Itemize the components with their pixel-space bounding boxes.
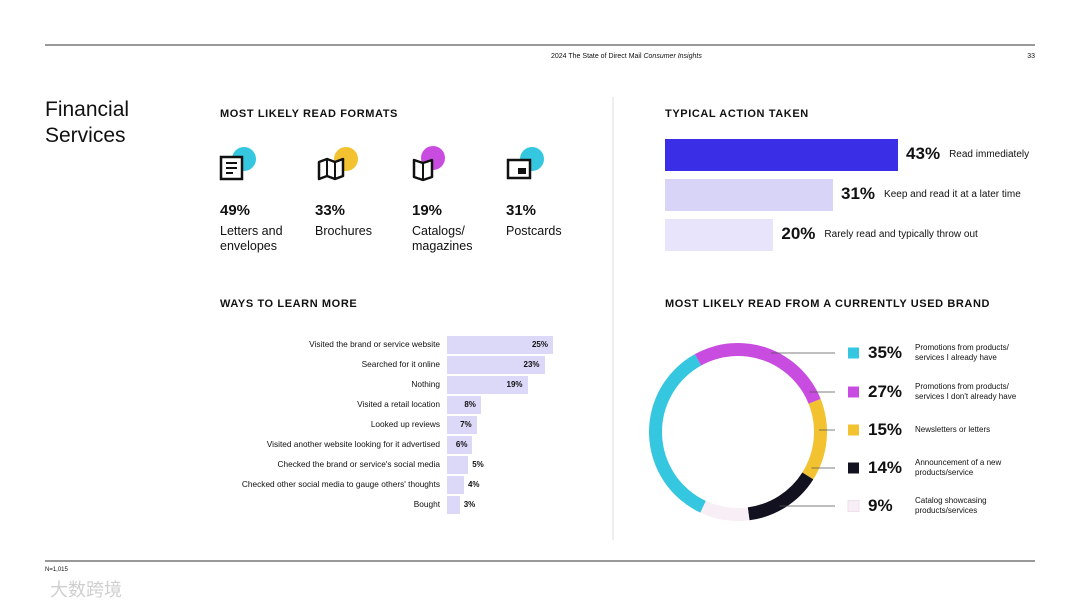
category-label: Searched for it online [361, 359, 440, 369]
legend-label: Promotions from products/ services I alr… [915, 342, 1009, 363]
category-label: Visited the brand or service website [309, 339, 440, 349]
stat-value: 31% [506, 202, 537, 219]
value-label: 6% [455, 440, 468, 449]
bar [447, 456, 469, 474]
value-label: 5% [472, 460, 484, 469]
legend-value: 27% [868, 382, 903, 401]
value-label: 31% Keep and read it at a later time [841, 184, 1021, 203]
bar [665, 139, 899, 171]
legend-swatch [847, 500, 860, 512]
donut-segment [694, 343, 821, 404]
category-label: Rarely read and typically throw out [824, 228, 978, 240]
stat-value: 33% [315, 202, 346, 219]
donut-segment [700, 500, 750, 521]
legend-label: Promotions from products/ services I don… [915, 381, 1017, 402]
bar [447, 356, 545, 374]
value-label: 3% [463, 500, 476, 509]
legend-swatch [848, 424, 859, 436]
bar [447, 476, 464, 494]
category-label: Checked other social media to gauge othe… [241, 479, 440, 489]
stat-label: Catalogs/ magazines [412, 224, 473, 253]
bar [665, 179, 834, 211]
bar [447, 436, 473, 454]
legend-value: 35% [868, 343, 903, 362]
category-label: Keep and read it at a later time [884, 188, 1021, 200]
section-title: Financial Services [45, 98, 130, 147]
report-name: 2024 The State of Direct Mail [551, 53, 642, 60]
bar [447, 376, 528, 394]
chart-title: WAYS TO LEARN MORE [220, 298, 358, 310]
stat-value: 49% [220, 202, 251, 219]
legend-value: 14% [868, 458, 903, 477]
legend-label: Newsletters or letters [915, 424, 991, 434]
category-label: Checked the brand or service's social me… [277, 459, 440, 469]
watermark: 大数跨境 [50, 580, 122, 600]
donut-segment [649, 354, 706, 513]
legend-label: Announcement of a new products/service [915, 457, 1002, 478]
value-label: 19% [506, 380, 523, 389]
value-label: 20% Rarely read and typically throw out [781, 224, 978, 243]
chart-title: TYPICAL ACTION TAKEN [665, 108, 809, 120]
running-header: 2024 The State of Direct Mail Consumer I… [551, 53, 702, 60]
value-label: 43% Read immediately [906, 144, 1030, 163]
chart-title: MOST LIKELY READ FORMATS [220, 108, 398, 120]
value-label: 25% [531, 340, 548, 349]
donut-segment [747, 472, 814, 521]
legend-swatch [848, 386, 859, 398]
stat-label: Postcards [506, 224, 562, 238]
stat-value: 19% [412, 202, 443, 219]
category-label: Read immediately [949, 148, 1030, 160]
report-emphasis: Consumer Insights [643, 53, 702, 60]
footer-note: N=1,015 [45, 567, 68, 573]
icon-letter [219, 147, 256, 181]
category-label: Visited a retail location [357, 399, 440, 409]
donut-segment [802, 398, 828, 480]
bar [665, 219, 774, 251]
value-label: 8% [464, 400, 476, 409]
category-label: Visited another website looking for it a… [266, 439, 440, 449]
stat-label: Brochures [315, 224, 372, 238]
legend-label: Catalog showcasing products/services [915, 495, 987, 516]
bar [447, 496, 460, 514]
value-label: 23% [523, 360, 540, 369]
legend-value: 9% [868, 496, 893, 515]
category-label: Nothing [411, 379, 440, 389]
value-label: 4% [467, 480, 480, 489]
legend-swatch [848, 347, 859, 359]
category-label: Looked up reviews [370, 419, 440, 429]
icon-catalog [412, 146, 445, 182]
icon-postcard [506, 147, 544, 180]
bar [447, 396, 481, 414]
value-label: 7% [460, 420, 472, 429]
chart-title: MOST LIKELY READ FROM A CURRENTLY USED B… [665, 298, 991, 310]
icon-brochure [317, 147, 358, 181]
page-number: 33 [1027, 53, 1035, 60]
stat-label: Letters and envelopes [220, 224, 283, 253]
legend-value: 15% [868, 420, 903, 439]
legend-swatch [848, 462, 859, 474]
bar [447, 336, 553, 354]
bar [447, 416, 477, 434]
category-label: Bought [413, 499, 440, 509]
